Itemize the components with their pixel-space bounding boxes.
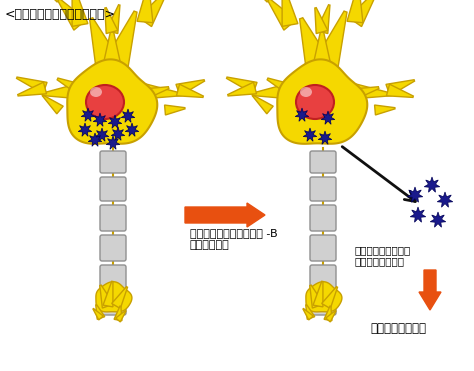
Polygon shape xyxy=(106,5,120,33)
Polygon shape xyxy=(100,285,114,308)
Polygon shape xyxy=(316,5,330,33)
Polygon shape xyxy=(96,305,105,319)
FancyBboxPatch shape xyxy=(100,235,126,261)
Polygon shape xyxy=(121,109,135,122)
Polygon shape xyxy=(347,0,363,23)
Ellipse shape xyxy=(90,87,102,97)
Polygon shape xyxy=(17,77,47,93)
Polygon shape xyxy=(322,287,337,309)
Polygon shape xyxy=(129,80,182,100)
Polygon shape xyxy=(125,123,139,136)
Text: <パーキンソン病の神経細胞>: <パーキンソン病の神経細胞> xyxy=(5,8,116,21)
Polygon shape xyxy=(137,0,153,23)
Polygon shape xyxy=(111,127,125,140)
FancyBboxPatch shape xyxy=(100,177,126,201)
Polygon shape xyxy=(306,282,342,312)
Polygon shape xyxy=(430,212,446,227)
Polygon shape xyxy=(300,18,333,75)
Ellipse shape xyxy=(86,85,124,119)
Polygon shape xyxy=(386,80,415,96)
Polygon shape xyxy=(282,0,298,26)
Polygon shape xyxy=(267,0,296,30)
FancyBboxPatch shape xyxy=(310,151,336,173)
Text: 細胞外に原因物質を
排出し蓄積を抑制: 細胞外に原因物質を 排出し蓄積を抑制 xyxy=(355,245,411,267)
Polygon shape xyxy=(93,309,103,320)
Polygon shape xyxy=(95,128,109,141)
Polygon shape xyxy=(339,80,392,100)
FancyBboxPatch shape xyxy=(310,177,336,201)
Polygon shape xyxy=(18,82,46,96)
Polygon shape xyxy=(410,207,426,222)
Polygon shape xyxy=(164,105,185,115)
Polygon shape xyxy=(253,95,273,114)
Polygon shape xyxy=(315,8,328,33)
Polygon shape xyxy=(348,0,378,27)
Polygon shape xyxy=(116,311,126,322)
Text: モノアミンオキシダーゼ -B
阔害薬を投与: モノアミンオキシダーゼ -B 阔害薬を投与 xyxy=(190,228,278,250)
Polygon shape xyxy=(228,82,256,96)
FancyBboxPatch shape xyxy=(310,205,336,231)
Polygon shape xyxy=(108,115,122,128)
Polygon shape xyxy=(42,0,63,2)
Polygon shape xyxy=(321,111,335,124)
Polygon shape xyxy=(303,128,317,141)
FancyBboxPatch shape xyxy=(100,265,126,289)
Polygon shape xyxy=(252,0,273,2)
Polygon shape xyxy=(267,78,305,102)
Polygon shape xyxy=(313,281,323,307)
Polygon shape xyxy=(106,136,120,149)
Ellipse shape xyxy=(296,85,334,119)
Polygon shape xyxy=(81,108,95,121)
Polygon shape xyxy=(112,287,128,309)
Polygon shape xyxy=(102,30,122,70)
Polygon shape xyxy=(72,0,88,26)
FancyBboxPatch shape xyxy=(310,293,336,315)
Polygon shape xyxy=(93,113,107,126)
Text: 神経細胞死を抑制: 神経細胞死を抑制 xyxy=(370,322,426,335)
Polygon shape xyxy=(312,30,332,70)
Polygon shape xyxy=(88,133,102,146)
Polygon shape xyxy=(310,285,324,308)
Polygon shape xyxy=(90,18,123,75)
Polygon shape xyxy=(105,8,118,33)
Polygon shape xyxy=(227,77,257,93)
Polygon shape xyxy=(96,282,132,312)
Polygon shape xyxy=(338,87,379,106)
Polygon shape xyxy=(252,80,303,100)
Polygon shape xyxy=(374,105,395,115)
Polygon shape xyxy=(57,0,86,30)
Polygon shape xyxy=(42,80,93,100)
Polygon shape xyxy=(103,11,137,72)
FancyBboxPatch shape xyxy=(310,235,336,261)
FancyBboxPatch shape xyxy=(100,205,126,231)
Polygon shape xyxy=(326,311,336,322)
FancyArrow shape xyxy=(185,203,265,227)
Polygon shape xyxy=(176,80,205,96)
Polygon shape xyxy=(128,87,169,106)
Polygon shape xyxy=(386,84,413,98)
FancyBboxPatch shape xyxy=(310,265,336,289)
Polygon shape xyxy=(407,187,423,202)
Polygon shape xyxy=(313,11,347,72)
Polygon shape xyxy=(103,281,113,307)
Polygon shape xyxy=(57,78,95,102)
Ellipse shape xyxy=(300,87,312,97)
Polygon shape xyxy=(306,305,315,319)
Polygon shape xyxy=(277,59,367,144)
Polygon shape xyxy=(303,309,313,320)
Polygon shape xyxy=(318,131,332,144)
Polygon shape xyxy=(43,95,63,114)
Polygon shape xyxy=(295,108,309,121)
Polygon shape xyxy=(176,84,203,98)
FancyBboxPatch shape xyxy=(100,293,126,315)
Polygon shape xyxy=(67,59,157,144)
Polygon shape xyxy=(437,192,453,207)
Polygon shape xyxy=(138,0,168,27)
FancyBboxPatch shape xyxy=(100,151,126,173)
FancyArrow shape xyxy=(419,270,441,310)
Polygon shape xyxy=(424,177,440,192)
Polygon shape xyxy=(324,306,332,321)
Polygon shape xyxy=(114,306,122,321)
Polygon shape xyxy=(78,123,92,136)
